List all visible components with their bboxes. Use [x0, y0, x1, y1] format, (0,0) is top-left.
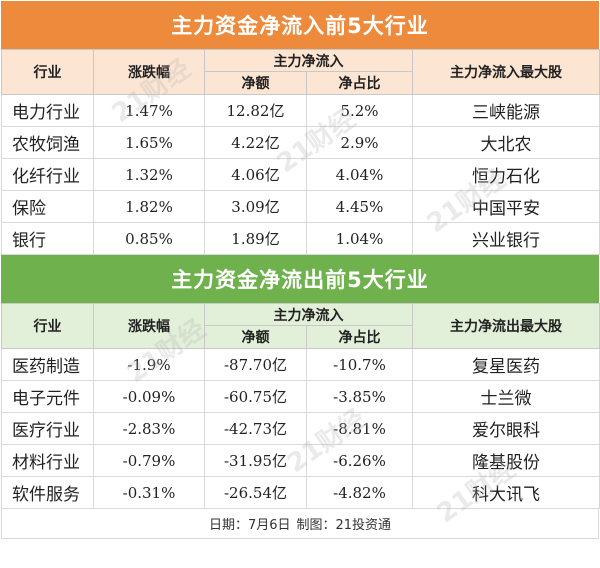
- col-header-net: 净额: [204, 325, 307, 349]
- industry-cell: 软件服务: [1, 476, 94, 509]
- table-row: 软件服务 -0.31% -26.54亿 -4.82% 科大讯飞: [1, 476, 600, 509]
- ratio-cell: -6.26%: [306, 444, 413, 477]
- change-cell: -2.83%: [93, 412, 205, 445]
- table-row: 农牧饲渔 1.65% 4.22亿 2.9% 大北农: [1, 126, 600, 159]
- net-cell: -87.70亿: [204, 348, 307, 381]
- footer-date: 日期：7月6日: [208, 518, 291, 533]
- ratio-cell: -3.85%: [306, 380, 413, 413]
- outflow-table: 行业 涨跌幅 主力净流入 主力净流出最大股 净额 净占比 医药制造 -1.9% …: [1, 303, 600, 509]
- col-header-industry: 行业: [1, 303, 94, 349]
- change-cell: -0.09%: [93, 380, 205, 413]
- industry-cell: 农牧饲渔: [1, 126, 94, 159]
- table-row: 保险 1.82% 3.09亿 4.45% 中国平安: [1, 190, 600, 223]
- stock-cell: 爱尔眼科: [412, 412, 600, 445]
- net-cell: -60.75亿: [204, 380, 307, 413]
- stock-cell: 复星医药: [412, 348, 600, 381]
- industry-cell: 化纤行业: [1, 158, 94, 191]
- ratio-cell: 4.45%: [306, 190, 413, 223]
- footer-source: 制图：21投资通: [296, 518, 392, 533]
- col-header-ratio: 净占比: [306, 325, 413, 349]
- change-cell: 1.47%: [93, 94, 205, 127]
- table-row: 电力行业 1.47% 12.82亿 5.2% 三峡能源: [1, 94, 600, 127]
- change-cell: -0.79%: [93, 444, 205, 477]
- col-header-ratio: 净占比: [306, 71, 413, 95]
- col-header-top-stock: 主力净流出最大股: [412, 303, 600, 349]
- table-row: 材料行业 -0.79% -31.95亿 -6.26% 隆基股份: [1, 444, 600, 477]
- industry-cell: 电子元件: [1, 380, 94, 413]
- inflow-table: 行业 涨跌幅 主力净流入 主力净流入最大股 净额 净占比 电力行业 1.47% …: [1, 49, 600, 255]
- stock-cell: 兴业银行: [412, 222, 600, 255]
- stock-cell: 恒力石化: [412, 158, 600, 191]
- col-header-net: 净额: [204, 71, 307, 95]
- industry-cell: 医药制造: [1, 348, 94, 381]
- net-cell: -31.95亿: [204, 444, 307, 477]
- industry-cell: 银行: [1, 222, 94, 255]
- change-cell: -1.9%: [93, 348, 205, 381]
- col-header-change: 涨跌幅: [93, 49, 205, 95]
- table-row: 化纤行业 1.32% 4.06亿 4.04% 恒力石化: [1, 158, 600, 191]
- stock-cell: 中国平安: [412, 190, 600, 223]
- change-cell: 0.85%: [93, 222, 205, 255]
- stock-cell: 隆基股份: [412, 444, 600, 477]
- table-row: 电子元件 -0.09% -60.75亿 -3.85% 士兰微: [1, 380, 600, 413]
- table-row: 银行 0.85% 1.89亿 1.04% 兴业银行: [1, 222, 600, 255]
- ratio-cell: -8.81%: [306, 412, 413, 445]
- industry-cell: 医疗行业: [1, 412, 94, 445]
- net-cell: 1.89亿: [204, 222, 307, 255]
- ratio-cell: -10.7%: [306, 348, 413, 381]
- ratio-cell: 1.04%: [306, 222, 413, 255]
- inflow-title: 主力资金净流入前5大行业: [1, 1, 599, 49]
- table-row: 医疗行业 -2.83% -42.73亿 -8.81% 爱尔眼科: [1, 412, 600, 445]
- ratio-cell: 2.9%: [306, 126, 413, 159]
- ratio-cell: -4.82%: [306, 476, 413, 509]
- col-header-industry: 行业: [1, 49, 94, 95]
- industry-cell: 材料行业: [1, 444, 94, 477]
- net-cell: 4.06亿: [204, 158, 307, 191]
- net-cell: -26.54亿: [204, 476, 307, 509]
- ratio-cell: 5.2%: [306, 94, 413, 127]
- footer: 日期：7月6日 制图：21投资通: [1, 509, 599, 539]
- col-header-top-stock: 主力净流入最大股: [412, 49, 600, 95]
- industry-cell: 电力行业: [1, 94, 94, 127]
- stock-cell: 大北农: [412, 126, 600, 159]
- change-cell: 1.82%: [93, 190, 205, 223]
- col-header-group: 主力净流入: [204, 49, 413, 72]
- industry-cell: 保险: [1, 190, 94, 223]
- stock-cell: 三峡能源: [412, 94, 600, 127]
- net-cell: -42.73亿: [204, 412, 307, 445]
- net-cell: 4.22亿: [204, 126, 307, 159]
- col-header-change: 涨跌幅: [93, 303, 205, 349]
- col-header-group: 主力净流入: [204, 303, 413, 326]
- net-cell: 3.09亿: [204, 190, 307, 223]
- outflow-title: 主力资金净流出前5大行业: [1, 255, 599, 303]
- change-cell: -0.31%: [93, 476, 205, 509]
- stock-cell: 科大讯飞: [412, 476, 600, 509]
- change-cell: 1.32%: [93, 158, 205, 191]
- stock-cell: 士兰微: [412, 380, 600, 413]
- change-cell: 1.65%: [93, 126, 205, 159]
- ratio-cell: 4.04%: [306, 158, 413, 191]
- net-cell: 12.82亿: [204, 94, 307, 127]
- table-row: 医药制造 -1.9% -87.70亿 -10.7% 复星医药: [1, 348, 600, 381]
